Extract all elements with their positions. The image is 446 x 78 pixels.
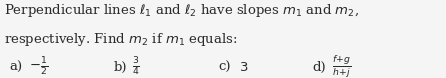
Text: Perpendicular lines $\ell_1$ and $\ell_2$ have slopes $m_1$ and $m_2$,: Perpendicular lines $\ell_1$ and $\ell_2… (4, 2, 359, 19)
Text: d): d) (312, 61, 326, 74)
Text: $-\frac{1}{2}$: $-\frac{1}{2}$ (29, 56, 48, 78)
Text: $\frac{3}{4}$: $\frac{3}{4}$ (132, 56, 140, 78)
Text: c): c) (219, 61, 231, 74)
Text: a): a) (9, 61, 22, 74)
Text: b): b) (114, 61, 127, 74)
Text: $3$: $3$ (239, 61, 248, 74)
Text: respectively. Find $m_2$ if $m_1$ equals:: respectively. Find $m_2$ if $m_1$ equals… (4, 31, 238, 48)
Text: $\frac{f\!+\!g}{h\!+\!j}$: $\frac{f\!+\!g}{h\!+\!j}$ (332, 54, 352, 78)
